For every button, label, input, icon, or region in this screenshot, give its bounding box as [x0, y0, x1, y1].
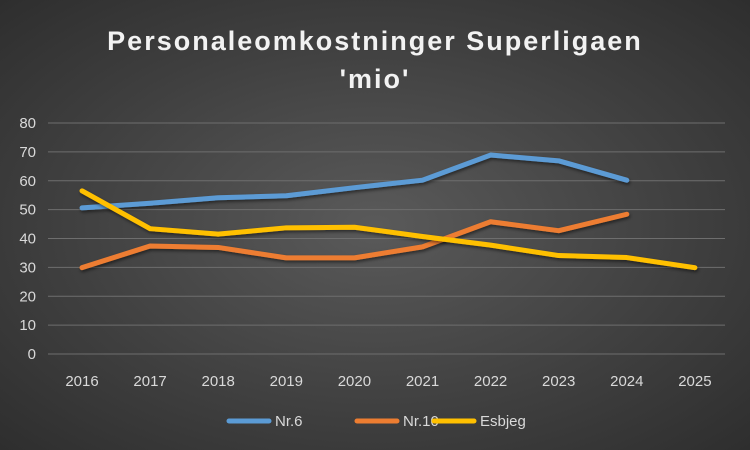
x-tick-label: 2022: [474, 373, 507, 390]
y-tick-label: 10: [19, 317, 36, 334]
x-tick-label: 2020: [338, 373, 371, 390]
chart-title-line-1: Personaleomkostninger Superligaen: [107, 26, 643, 56]
legend-label: Nr.6: [275, 413, 303, 430]
y-tick-label: 60: [19, 173, 36, 190]
series-line-esbjeg: [79, 188, 698, 271]
y-tick-label: 0: [28, 346, 36, 363]
x-tick-label: 2019: [270, 373, 303, 390]
legend-item: Esbjeg: [431, 413, 526, 430]
legend-item: Nr.6: [226, 413, 303, 430]
x-tick-label: 2024: [610, 373, 643, 390]
x-tick-label: 2016: [65, 373, 98, 390]
series-line-nr10: [79, 211, 630, 271]
x-tick-label: 2018: [202, 373, 235, 390]
y-tick-label: 70: [19, 144, 36, 161]
y-tick-label: 50: [19, 202, 36, 219]
y-tick-label: 40: [19, 231, 36, 248]
legend-item: Nr.10: [354, 413, 439, 430]
chart-title-line-2: 'mio': [340, 64, 411, 94]
series-line-nr6: [79, 152, 630, 211]
x-tick-label: 2023: [542, 373, 575, 390]
y-tick-label: 80: [19, 115, 36, 132]
legend-label: Nr.10: [403, 413, 439, 430]
legend-label: Esbjeg: [480, 413, 526, 430]
y-tick-label: 30: [19, 259, 36, 276]
x-tick-label: 2021: [406, 373, 439, 390]
y-tick-label: 20: [19, 288, 36, 305]
x-tick-label: 2017: [133, 373, 166, 390]
x-tick-label: 2025: [678, 373, 711, 390]
